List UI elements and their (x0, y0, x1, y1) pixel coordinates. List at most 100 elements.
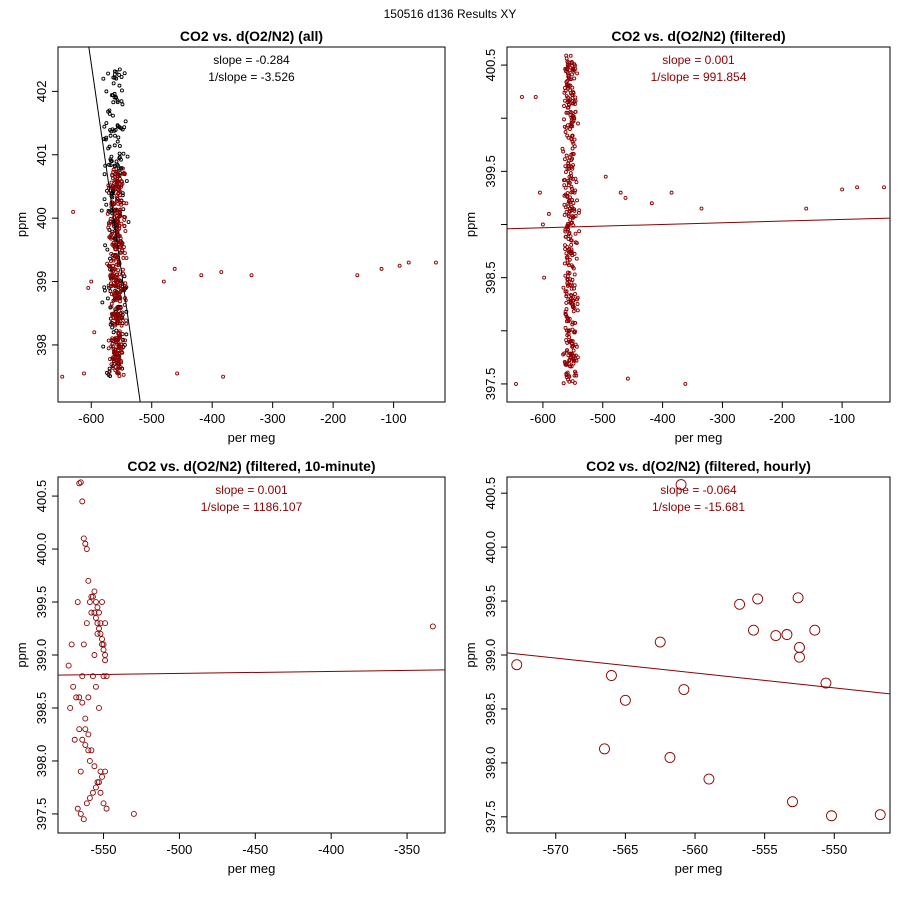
data-point (91, 588, 98, 595)
data-point (117, 72, 122, 77)
x-tick-label: -500 (590, 411, 616, 426)
data-point (560, 146, 565, 151)
data-point (568, 251, 573, 256)
data-point (572, 99, 577, 104)
data-point (562, 177, 567, 182)
data-point (563, 243, 567, 248)
data-point (120, 102, 125, 107)
data-point (124, 256, 129, 261)
y-tick-label: 399.5 (483, 585, 498, 618)
data-point (68, 641, 75, 648)
data-point (576, 121, 580, 126)
data-point (809, 624, 821, 636)
x-tick-label: -350 (394, 842, 420, 857)
plot-frame (57, 476, 446, 834)
data-point (546, 211, 551, 216)
data-point (74, 805, 81, 812)
data-point (573, 342, 578, 347)
data-point (569, 351, 574, 356)
data-point (568, 127, 572, 131)
data-point (101, 76, 106, 81)
data-point (564, 234, 568, 239)
data-point (118, 281, 123, 286)
data-point (563, 247, 568, 251)
data-point (123, 119, 128, 124)
data-point (748, 624, 759, 636)
data-point (571, 309, 576, 314)
data-point (85, 731, 92, 738)
data-point (121, 255, 126, 260)
regression-line (88, 47, 141, 402)
data-point (120, 127, 125, 132)
data-point (123, 229, 128, 233)
chart-panel-3: CO2 vs. d(O2/N2) (filtered, 10-minute) -5… (14, 458, 446, 876)
data-point (100, 300, 105, 305)
data-point (566, 263, 571, 267)
data-point (120, 166, 125, 171)
data-point (114, 277, 119, 282)
data-point (683, 381, 688, 386)
data-point (566, 83, 571, 88)
data-point (119, 360, 124, 365)
data-point (792, 592, 804, 604)
data-point (577, 208, 582, 213)
data-point (855, 185, 860, 190)
data-point (102, 124, 107, 129)
data-point (570, 302, 574, 307)
data-point (570, 120, 574, 125)
data-point (122, 245, 126, 250)
data-point (575, 71, 580, 76)
data-point (111, 170, 116, 174)
y-tick-label: 399.5 (34, 586, 49, 619)
data-point (112, 95, 117, 100)
data-point (110, 325, 115, 330)
data-point (102, 657, 108, 664)
data-point (92, 330, 97, 335)
data-point (107, 111, 112, 116)
data-point (112, 293, 117, 298)
chart-panel-1: CO2 vs. d(O2/N2) (all) -600 -500 -400 -300 -2… (14, 28, 446, 445)
data-point (172, 266, 177, 271)
y-tick-label: 397.5 (483, 368, 498, 401)
data-point (569, 136, 574, 141)
data-point (108, 273, 113, 278)
data-point (113, 368, 118, 373)
data-point (94, 604, 101, 611)
data-point (355, 273, 360, 278)
data-point (104, 89, 109, 94)
x-tick-label: -200 (320, 411, 346, 426)
data-point (573, 371, 578, 376)
data-point (109, 154, 114, 159)
data-point (199, 273, 204, 278)
data-point (111, 167, 116, 172)
data-point (117, 374, 122, 378)
data-point (599, 743, 610, 755)
data-point (79, 699, 86, 706)
x-tick-label: -560 (682, 842, 708, 857)
x-tick-label: -500 (139, 411, 165, 426)
data-point (563, 69, 568, 73)
data-point (102, 768, 108, 775)
data-point (108, 163, 113, 168)
data-point (575, 198, 579, 203)
data-point (73, 694, 80, 701)
data-point (564, 153, 569, 158)
data-point (71, 736, 78, 743)
chart-title: CO2 vs. d(O2/N2) (all) (180, 28, 323, 44)
data-point (123, 215, 127, 220)
data-point (734, 598, 746, 610)
data-point (564, 314, 569, 319)
data-point (115, 196, 119, 201)
y-tick-label: 399 (34, 271, 49, 293)
data-point (564, 294, 569, 299)
data-point (562, 104, 566, 108)
data-point (570, 277, 575, 282)
data-point (121, 151, 126, 156)
data-point (96, 609, 102, 616)
data-point (564, 338, 569, 343)
data-point (568, 109, 573, 114)
x-tick-label: -400 (199, 411, 225, 426)
data-point (570, 151, 575, 156)
chart-title: CO2 vs. d(O2/N2) (filtered, 10-minute) (127, 458, 375, 474)
data-point (120, 181, 125, 186)
